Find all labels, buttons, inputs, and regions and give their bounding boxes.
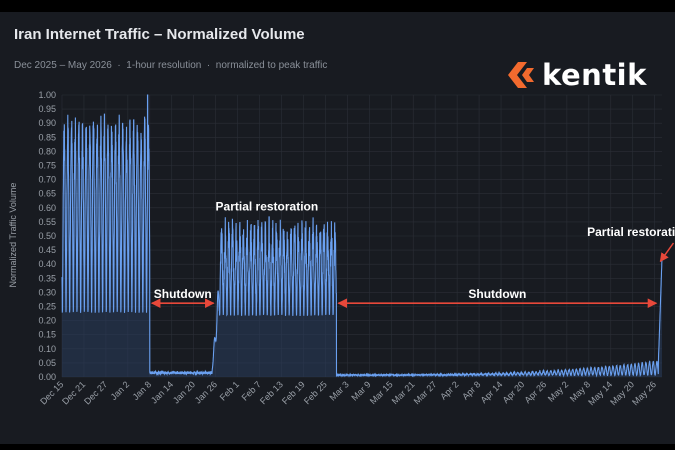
- x-tick-label: Mar 21: [390, 379, 417, 406]
- x-tick-label: May 2: [546, 379, 570, 403]
- x-tick-label: Mar 15: [368, 379, 395, 406]
- annotation-label: Partial restoration: [216, 200, 319, 214]
- subtitle-resolution: 1-hour resolution: [126, 60, 202, 71]
- y-tick-label: 0.25: [38, 302, 56, 312]
- annotation-label: Partial restoration: [587, 225, 675, 239]
- y-axis-label: Normalized Traffic Volume: [8, 182, 18, 288]
- x-tick-label: Feb 19: [280, 379, 307, 406]
- y-tick-label: 0.50: [38, 231, 56, 241]
- y-tick-label: 0.95: [38, 104, 56, 114]
- logo-text: kentik: [542, 58, 647, 92]
- annotation-label: Shutdown: [154, 287, 212, 301]
- y-tick-label: 0.05: [38, 358, 56, 368]
- subtitle-date-range: Dec 2025 – May 2026: [14, 60, 112, 71]
- y-tick-label: 0.85: [38, 132, 56, 142]
- kentik-logo: kentik: [506, 55, 647, 95]
- series-area: [62, 95, 662, 377]
- y-tick-label: 1.00: [38, 90, 56, 100]
- x-tick-label: Mar 3: [327, 379, 350, 402]
- y-tick-label: 0.80: [38, 146, 56, 156]
- x-tick-label: Apr 20: [501, 379, 527, 405]
- y-tick-label: 0.00: [38, 372, 56, 382]
- y-tick-label: 0.90: [38, 118, 56, 128]
- chart-subtitle: Dec 2025 – May 2026 · 1-hour resolution …: [14, 60, 328, 71]
- subtitle-normalization: normalized to peak traffic: [215, 60, 328, 71]
- x-tick-label: Dec 15: [38, 379, 65, 406]
- x-tick-label: Jan 26: [193, 379, 219, 405]
- y-tick-label: 0.75: [38, 161, 56, 171]
- y-tick-label: 0.15: [38, 330, 56, 340]
- x-tick-label: May 26: [630, 379, 658, 407]
- x-tick-label: Apr 2: [438, 379, 460, 401]
- y-tick-label: 0.40: [38, 259, 56, 269]
- x-tick-label: Apr 26: [523, 379, 549, 405]
- x-tick-label: Feb 1: [218, 379, 241, 402]
- chart-title: Iran Internet Traffic – Normalized Volum…: [14, 26, 305, 43]
- kentik-chevron-icon: [508, 62, 534, 88]
- series-line: [61, 94, 663, 378]
- x-tick-label: Apr 14: [479, 379, 505, 405]
- annotation-label: Shutdown: [468, 287, 526, 301]
- x-tick-label: Feb 25: [302, 379, 329, 406]
- x-tick-label: Jan 20: [171, 379, 197, 405]
- x-tick-label: Jan 14: [149, 379, 175, 405]
- y-tick-label: 0.30: [38, 287, 56, 297]
- x-tick-label: Mar 27: [412, 379, 439, 406]
- y-tick-label: 0.20: [38, 316, 56, 326]
- annotation-pointer-arrow: [659, 242, 675, 263]
- y-tick-label: 0.60: [38, 203, 56, 213]
- y-tick-label: 0.45: [38, 245, 56, 255]
- y-tick-label: 0.55: [38, 217, 56, 227]
- x-tick-label: Dec 21: [60, 379, 87, 406]
- y-tick-label: 0.10: [38, 344, 56, 354]
- y-tick-label: 0.70: [38, 175, 56, 185]
- y-tick-label: 0.35: [38, 273, 56, 283]
- x-tick-label: Feb 13: [258, 379, 285, 406]
- x-tick-label: Dec 27: [82, 379, 109, 406]
- x-tick-label: Jan 2: [109, 379, 132, 402]
- y-tick-label: 0.65: [38, 189, 56, 199]
